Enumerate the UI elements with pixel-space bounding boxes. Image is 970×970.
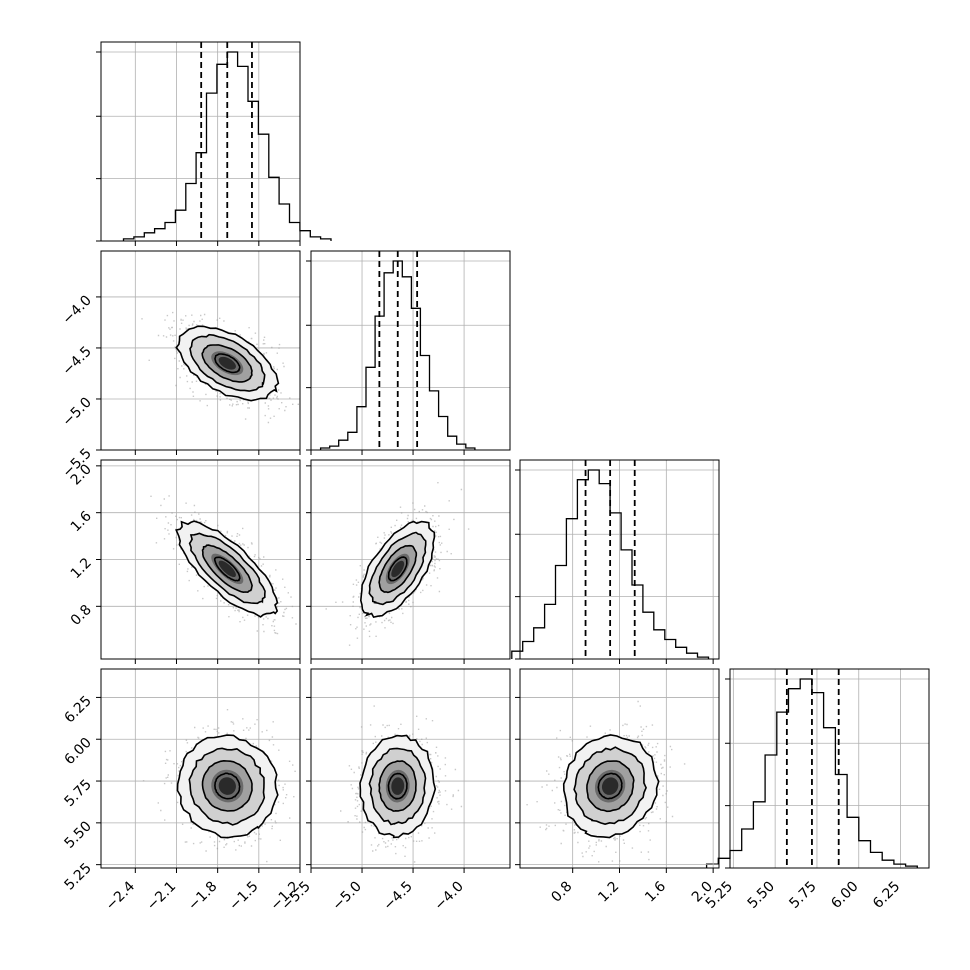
contour-level-1 — [214, 353, 241, 374]
x-tick-label: 5.50 — [745, 879, 778, 912]
scatter-panel-4-1 — [96, 668, 301, 873]
contour-level-3 — [189, 333, 266, 392]
x-tick-label: 6.25 — [870, 879, 903, 912]
y-tick-label: −4.5 — [59, 343, 94, 378]
y-tick-label: 5.25 — [61, 860, 94, 893]
contour-level-3 — [573, 746, 647, 826]
y-tick-label: 5.75 — [61, 777, 94, 810]
y-tick-label: 6.00 — [61, 735, 94, 768]
density-shade — [391, 777, 405, 795]
y-tick-label: 6.25 — [61, 693, 94, 726]
contour-level-2 — [586, 760, 635, 813]
scatter-panel-3-1 — [96, 459, 301, 664]
x-tick-label: 1.2 — [595, 879, 622, 906]
y-tick-label: −4.0 — [59, 292, 94, 327]
contour-level-2 — [201, 344, 253, 383]
x-tick-label: 1.6 — [642, 878, 669, 905]
y-tick-label: 1.2 — [68, 555, 95, 582]
y-tick-label: 0.8 — [68, 602, 95, 629]
density-shade — [218, 356, 236, 370]
hist-steps-3 — [511, 469, 710, 659]
contour-level-2 — [378, 760, 417, 812]
x-tick-label: −2.1 — [144, 879, 179, 914]
contour-level-3 — [368, 531, 427, 606]
hist-steps-4 — [705, 678, 918, 868]
scatter-panel-3-2 — [306, 459, 511, 664]
contour-level-3 — [368, 747, 427, 826]
density-shade — [601, 777, 619, 795]
contour-level-4 — [175, 520, 279, 618]
hist-panel-4 — [705, 668, 930, 869]
contour-level-1 — [213, 556, 241, 582]
density-shade — [218, 560, 236, 578]
scatter-panel-4-3 — [515, 668, 720, 873]
contour-level-3 — [188, 747, 266, 826]
contour-level-4 — [176, 734, 279, 839]
x-tick-label: −5.0 — [329, 879, 364, 914]
hist-panel-1 — [96, 41, 332, 246]
contour-level-3 — [188, 532, 266, 605]
x-tick-label: −4.0 — [432, 879, 467, 914]
contour-level-4 — [359, 520, 436, 619]
x-tick-label: −5.5 — [278, 879, 313, 914]
scatter-panel-2-1 — [96, 250, 301, 455]
contour-level-4 — [175, 325, 280, 402]
y-tick-label: 5.50 — [61, 818, 94, 851]
x-tick-label: 6.00 — [828, 879, 861, 912]
contour-level-4 — [562, 734, 660, 839]
contour-level-2 — [201, 544, 253, 594]
contour-level-1 — [387, 772, 408, 800]
hist-panel-2 — [306, 250, 511, 455]
contour-level-4 — [359, 734, 437, 839]
density-shade — [218, 777, 236, 795]
y-tick-label: 1.6 — [68, 508, 95, 535]
x-tick-label: −1.5 — [226, 879, 261, 914]
density-shade — [391, 560, 405, 578]
x-tick-label: −4.5 — [381, 879, 416, 914]
contour-level-1 — [597, 772, 623, 800]
x-tick-label: 5.75 — [786, 879, 819, 912]
x-tick-label: 0.8 — [548, 879, 575, 906]
y-tick-label: −5.0 — [59, 394, 94, 429]
x-tick-label: −2.4 — [103, 878, 138, 913]
x-tick-label: −1.8 — [185, 879, 220, 914]
contour-level-2 — [378, 544, 418, 594]
contour-level-1 — [387, 556, 408, 582]
hist-panel-3 — [511, 459, 720, 664]
contour-level-1 — [214, 772, 241, 800]
scatter-panel-4-2 — [306, 668, 511, 873]
contour-level-2 — [201, 759, 253, 812]
